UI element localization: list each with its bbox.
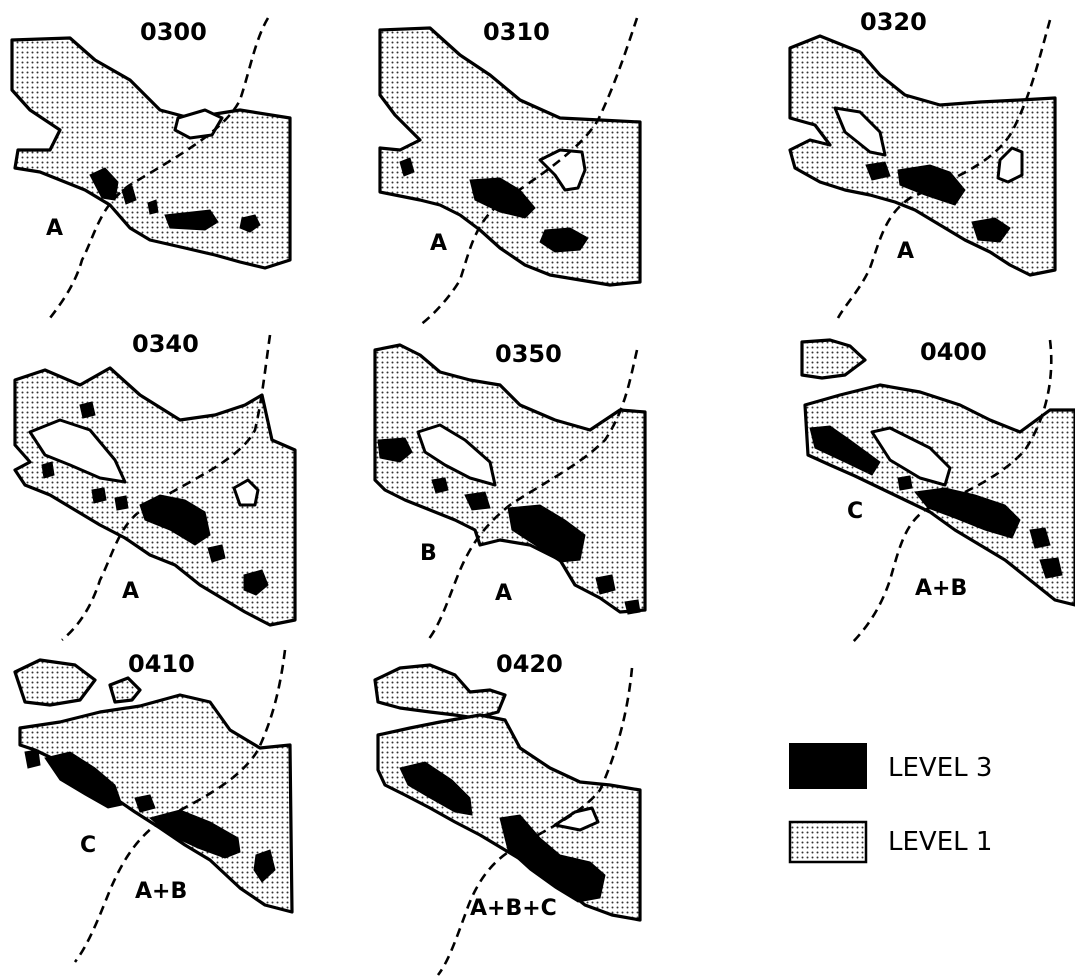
panel-0310 <box>378 17 642 327</box>
panel-time-label: 0420 <box>496 650 563 678</box>
cell-label: A+B <box>135 879 187 904</box>
level3-cell <box>507 504 586 563</box>
level3-cell <box>91 487 107 504</box>
level1-island-hole <box>538 148 587 192</box>
level3-cell <box>134 794 156 813</box>
legend-level3-swatch <box>789 743 867 789</box>
level3-cell <box>164 209 219 231</box>
level1-island-hole <box>996 146 1024 184</box>
panel-time-label: 0300 <box>140 18 207 46</box>
level3-cell <box>399 761 473 816</box>
panel-0350 <box>373 343 647 641</box>
level3-cell <box>1029 527 1051 549</box>
cell-label: B <box>420 541 437 566</box>
level1-island-hole <box>28 418 127 484</box>
boundary-line <box>849 339 1053 646</box>
cell-label: A <box>122 579 139 604</box>
level3-cell <box>239 214 261 233</box>
level3-cell <box>971 217 1011 243</box>
level3-cell <box>431 477 449 494</box>
boundary-line <box>436 667 634 976</box>
panel-time-label: 0410 <box>128 650 195 678</box>
level3-cell <box>79 401 96 419</box>
legend-level3-label: LEVEL 3 <box>888 753 992 783</box>
level1-area <box>373 343 647 614</box>
level3-cell <box>41 461 55 479</box>
cell-label: A+B+C <box>470 896 557 921</box>
cell-label: A <box>897 239 914 264</box>
cell-label: A <box>495 581 512 606</box>
level3-cell <box>399 157 415 177</box>
level1-area <box>373 663 507 720</box>
cell-label: A <box>46 216 63 241</box>
level3-cell <box>147 199 159 215</box>
level3-cell <box>624 599 641 615</box>
level3-cell <box>253 849 276 883</box>
panel-time-label: 0310 <box>483 18 550 46</box>
level3-cell <box>139 494 211 546</box>
level3-cell <box>377 437 413 463</box>
level1-island-hole <box>833 106 887 157</box>
level1-island-hole <box>232 478 260 507</box>
legend-level1-swatch <box>788 820 868 864</box>
boundary-line <box>48 17 270 319</box>
boundary-line <box>73 649 287 963</box>
level3-cell <box>897 475 913 491</box>
level3-cell <box>114 495 129 511</box>
level1-island-hole <box>553 806 600 832</box>
boundary-line <box>61 334 272 641</box>
panel-0320 <box>788 19 1057 319</box>
legend-level1-label: LEVEL 1 <box>888 827 992 857</box>
panel-0300 <box>10 17 292 319</box>
panel-time-label: 0320 <box>860 8 927 36</box>
level3-cell <box>44 751 123 809</box>
level1-area <box>800 338 867 380</box>
panel-0420 <box>373 663 642 976</box>
level3-cell <box>24 749 41 769</box>
panel-time-label: 0350 <box>495 340 562 368</box>
level3-cell <box>595 574 616 595</box>
level3-cell <box>148 809 241 859</box>
legend: LEVEL 3 LEVEL 1 <box>788 743 992 864</box>
level1-island-hole <box>416 423 497 487</box>
panel-0410 <box>13 649 294 963</box>
boundary-line <box>419 17 639 327</box>
level1-area <box>10 36 292 270</box>
panel-time-label: 0340 <box>132 330 199 358</box>
level3-cell <box>499 814 606 903</box>
boundary-line <box>426 349 639 641</box>
cell-label: C <box>847 499 863 524</box>
level3-cell <box>1039 557 1063 579</box>
level1-area <box>378 26 642 287</box>
level1-area <box>108 676 142 704</box>
level3-cell <box>469 177 536 219</box>
level3-cell <box>243 569 269 596</box>
cell-label: A <box>430 231 447 256</box>
level3-cell <box>865 161 891 181</box>
panel-time-label: 0400 <box>920 338 987 366</box>
level3-cell <box>207 544 226 563</box>
level1-area <box>788 34 1057 277</box>
level3-cell <box>464 491 491 511</box>
level3-cell <box>89 167 119 201</box>
cell-label: A+B <box>915 576 967 601</box>
level3-cell <box>539 227 589 253</box>
level1-island-hole <box>173 108 224 140</box>
panel-0340 <box>13 334 297 641</box>
level3-cell <box>809 425 881 476</box>
level1-area <box>13 658 97 707</box>
level3-cell <box>914 487 1021 539</box>
panel-0400 <box>800 338 1075 646</box>
level1-island-hole <box>870 426 952 487</box>
level3-cell <box>897 164 966 206</box>
cell-label: C <box>80 833 96 858</box>
